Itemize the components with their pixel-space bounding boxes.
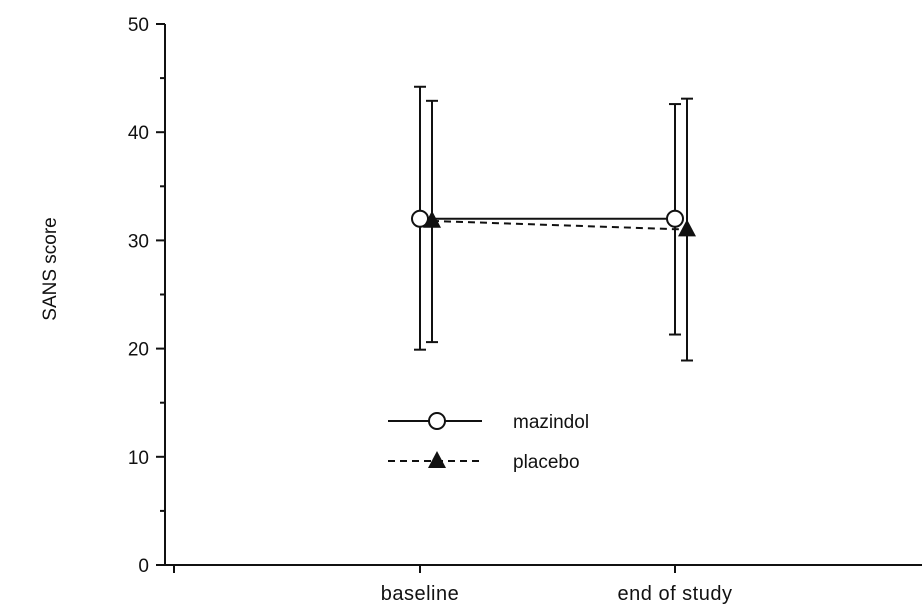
legend: mazindol placebo <box>388 412 589 473</box>
x-tick-label: end of study <box>618 583 733 605</box>
y-axis-title: SANS score <box>40 217 61 320</box>
point-mazindol <box>667 211 683 227</box>
series-lines <box>420 219 687 230</box>
legend-label-mazindol: mazindol <box>513 412 589 433</box>
y-tick-label: 50 <box>128 15 149 36</box>
error-bars <box>414 87 693 361</box>
legend-label-placebo: placebo <box>513 452 580 473</box>
y-tick-label: 0 <box>138 556 149 577</box>
x-tick-label: baseline <box>381 583 460 605</box>
series-line-placebo <box>432 221 687 230</box>
legend-marker-mazindol <box>429 413 445 429</box>
y-tick-label: 40 <box>128 123 149 144</box>
legend-marker-placebo <box>428 451 446 468</box>
axes: 0 10 20 30 40 50 baseline end of study <box>128 15 922 605</box>
y-tick-label: 20 <box>128 340 149 361</box>
data-markers <box>412 211 696 237</box>
y-tick-label: 30 <box>128 231 149 252</box>
y-tick-label: 10 <box>128 448 149 469</box>
